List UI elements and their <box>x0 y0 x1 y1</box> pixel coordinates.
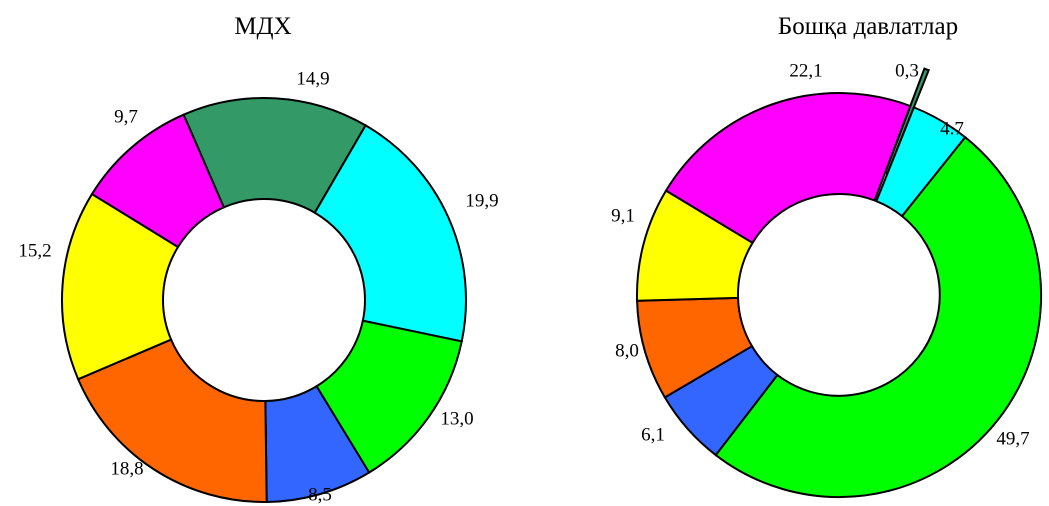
mdx-data-label-7: 9,7 <box>114 106 138 127</box>
mdx-data-label-1: 14,9 <box>296 68 329 89</box>
mdx-data-label-6: 15,2 <box>18 240 51 261</box>
mdx-data-label-5: 18,8 <box>110 458 143 479</box>
mdx-slice-2 <box>313 124 467 343</box>
other-data-label-2: 4.7 <box>940 118 964 139</box>
mdx-donut-chart: МДХ 14,9 19,9 13,0 8,5 18,8 15,2 9,7 <box>18 13 498 505</box>
mdx-data-label-4: 8,5 <box>308 484 332 505</box>
chart-title-mdx: МДХ <box>234 13 291 40</box>
other-data-label-5: 8,0 <box>615 340 639 361</box>
other-slice-3 <box>714 135 1042 499</box>
mdx-data-label-2: 19,9 <box>465 190 498 211</box>
other-data-label-1: 0,3 <box>895 60 919 81</box>
mdx-slice-6 <box>61 192 180 381</box>
chart-title-other-countries: Бошқа давлатлар <box>778 13 958 40</box>
other-data-label-4: 6,1 <box>641 424 665 445</box>
other-data-label-6: 9,1 <box>611 205 635 226</box>
mdx-slice-7 <box>90 113 226 249</box>
other-data-label-7: 22,1 <box>789 60 822 81</box>
mdx-data-label-3: 13,0 <box>440 408 473 429</box>
other-data-label-3: 49,7 <box>996 428 1029 449</box>
mdx-slice-5 <box>76 338 268 503</box>
other-slice-7 <box>664 92 912 245</box>
other-countries-donut-chart: Бошқа давлатлар 0,3 4.7 49,7 6,1 8,0 9,1 22,1 <box>611 13 1042 499</box>
